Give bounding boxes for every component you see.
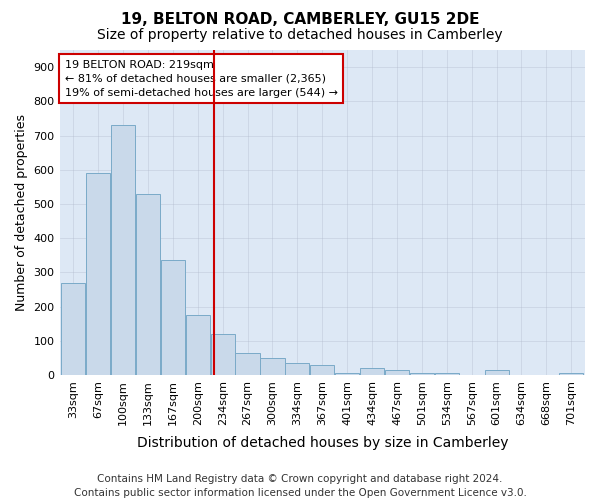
Bar [559, 374, 583, 375]
Bar [86, 173, 110, 375]
Bar [385, 370, 409, 375]
Bar [235, 353, 260, 375]
Bar [485, 370, 509, 375]
Bar [61, 282, 85, 375]
Bar [211, 334, 235, 375]
Bar [360, 368, 384, 375]
Bar [435, 374, 459, 375]
Text: Size of property relative to detached houses in Camberley: Size of property relative to detached ho… [97, 28, 503, 42]
Text: Contains HM Land Registry data © Crown copyright and database right 2024.
Contai: Contains HM Land Registry data © Crown c… [74, 474, 526, 498]
Y-axis label: Number of detached properties: Number of detached properties [15, 114, 28, 311]
X-axis label: Distribution of detached houses by size in Camberley: Distribution of detached houses by size … [137, 436, 508, 450]
Bar [310, 365, 334, 375]
Bar [161, 260, 185, 375]
Text: 19, BELTON ROAD, CAMBERLEY, GU15 2DE: 19, BELTON ROAD, CAMBERLEY, GU15 2DE [121, 12, 479, 28]
Bar [111, 126, 135, 375]
Bar [136, 194, 160, 375]
Bar [260, 358, 284, 375]
Text: 19 BELTON ROAD: 219sqm
← 81% of detached houses are smaller (2,365)
19% of semi-: 19 BELTON ROAD: 219sqm ← 81% of detached… [65, 60, 338, 98]
Bar [335, 374, 359, 375]
Bar [410, 374, 434, 375]
Bar [185, 315, 210, 375]
Bar [285, 363, 310, 375]
